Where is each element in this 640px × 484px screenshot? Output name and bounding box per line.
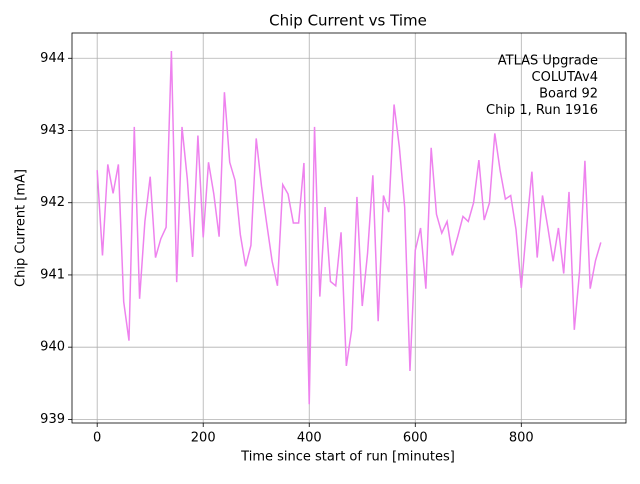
y-tick-label: 940 <box>40 340 65 355</box>
x-axis-label: Time since start of run [minutes] <box>240 450 455 465</box>
y-tick-label: 942 <box>40 195 65 210</box>
data-line <box>96 51 602 405</box>
chart-title: Chip Current vs Time <box>269 12 427 30</box>
x-tick-label: 400 <box>297 431 322 446</box>
y-tick-label: 941 <box>40 267 65 282</box>
x-tick-label: 200 <box>191 431 216 446</box>
annotation: COLUTAv4 <box>532 70 598 85</box>
y-tick-label: 939 <box>40 412 65 427</box>
y-tick-label: 944 <box>40 51 65 66</box>
annotation: Board 92 <box>539 87 598 102</box>
annotation: Chip 1, Run 1916 <box>486 103 598 118</box>
x-tick-label: 0 <box>93 431 101 446</box>
plot-frame <box>71 32 627 424</box>
annotation: ATLAS Upgrade <box>498 54 598 69</box>
y-tick-label: 943 <box>40 123 65 138</box>
x-tick-label: 600 <box>403 431 428 446</box>
y-axis-label: Chip Current [mA] <box>14 169 29 287</box>
x-tick-label: 800 <box>509 431 534 446</box>
